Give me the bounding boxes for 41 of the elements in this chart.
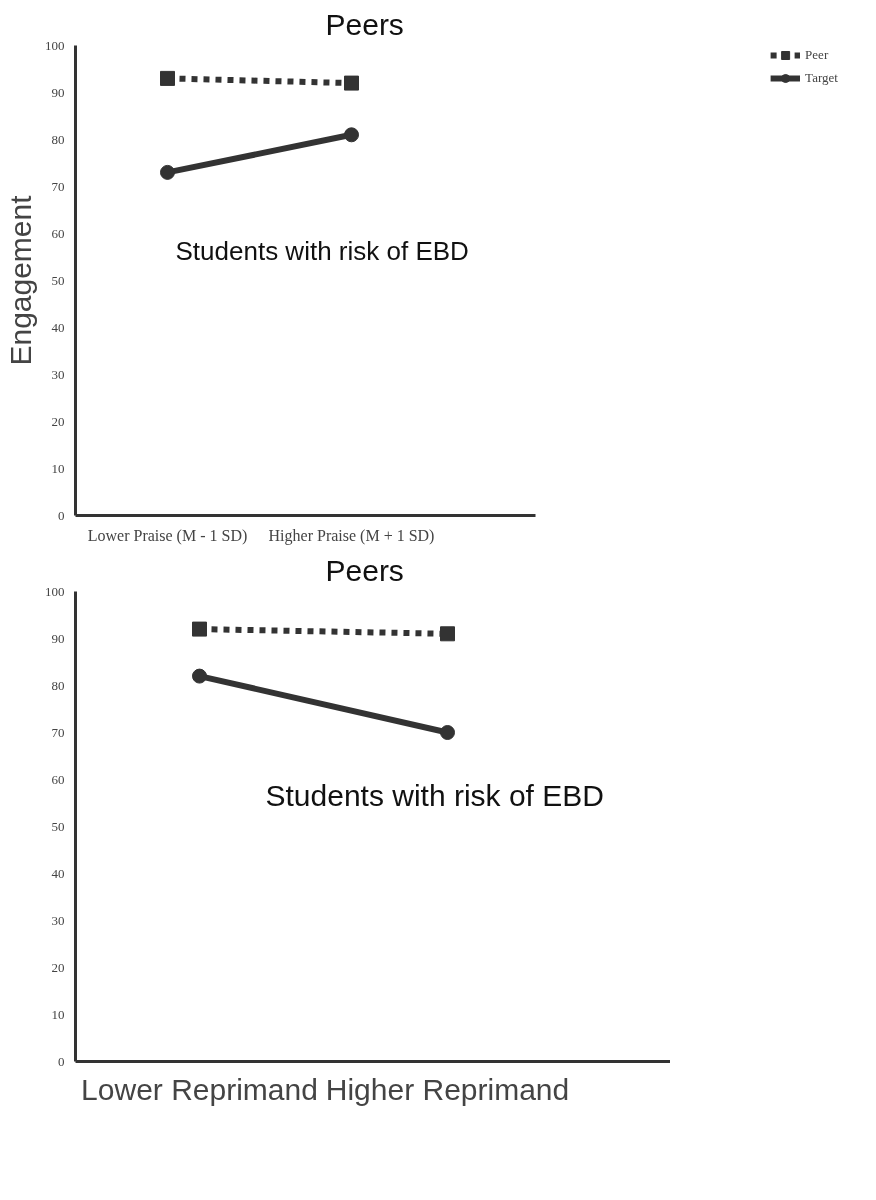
y-tick-label: 0 xyxy=(58,1053,65,1069)
text: Peers xyxy=(325,7,404,41)
y-axis-title: Engagement xyxy=(4,194,37,366)
y-tick-label: 40 xyxy=(51,865,65,881)
y-tick-label: 100 xyxy=(45,37,65,53)
y-tick-label: 20 xyxy=(51,959,65,975)
point xyxy=(344,75,359,91)
annotation: Students with risk of EBD xyxy=(175,235,469,266)
point xyxy=(440,725,455,740)
y-tick-label: 90 xyxy=(51,84,65,100)
y-tick-label: 100 xyxy=(45,583,65,599)
y-tick-label: 70 xyxy=(51,724,65,740)
point xyxy=(160,70,175,86)
x-tick-label: Lower Reprimand xyxy=(81,1072,318,1106)
x-tick-label: Lower Praise (M - 1 SD) xyxy=(87,526,248,545)
y-tick-label: 30 xyxy=(51,366,65,382)
y-tick-label: 20 xyxy=(51,413,65,429)
y-tick-label: 40 xyxy=(51,319,65,335)
point xyxy=(192,621,207,637)
y-tick-label: 60 xyxy=(51,225,65,241)
point xyxy=(160,164,175,180)
y-tick-label: 10 xyxy=(51,460,65,476)
y-tick-label: 80 xyxy=(51,131,65,147)
y-tick-label: 70 xyxy=(51,178,65,194)
point xyxy=(192,668,207,684)
point xyxy=(440,626,455,642)
legend-label: Peer xyxy=(805,47,829,63)
text: Peers xyxy=(325,553,404,587)
x-tick-label: Higher Reprimand xyxy=(325,1072,570,1106)
y-tick-label: 90 xyxy=(51,630,65,646)
point xyxy=(344,127,359,143)
y-tick-label: 30 xyxy=(51,912,65,928)
y-tick-label: 0 xyxy=(58,507,65,523)
x-tick-label: Higher Praise (M + 1 SD) xyxy=(268,526,435,545)
y-tick-label: 80 xyxy=(51,677,65,693)
legend-label: Target xyxy=(805,70,838,86)
y-tick-label: 50 xyxy=(51,818,65,834)
annotation: Students with risk of EBD xyxy=(265,778,604,812)
y-tick-label: 50 xyxy=(51,272,65,288)
y-tick-label: 10 xyxy=(51,1006,65,1022)
y-tick-label: 60 xyxy=(51,771,65,787)
